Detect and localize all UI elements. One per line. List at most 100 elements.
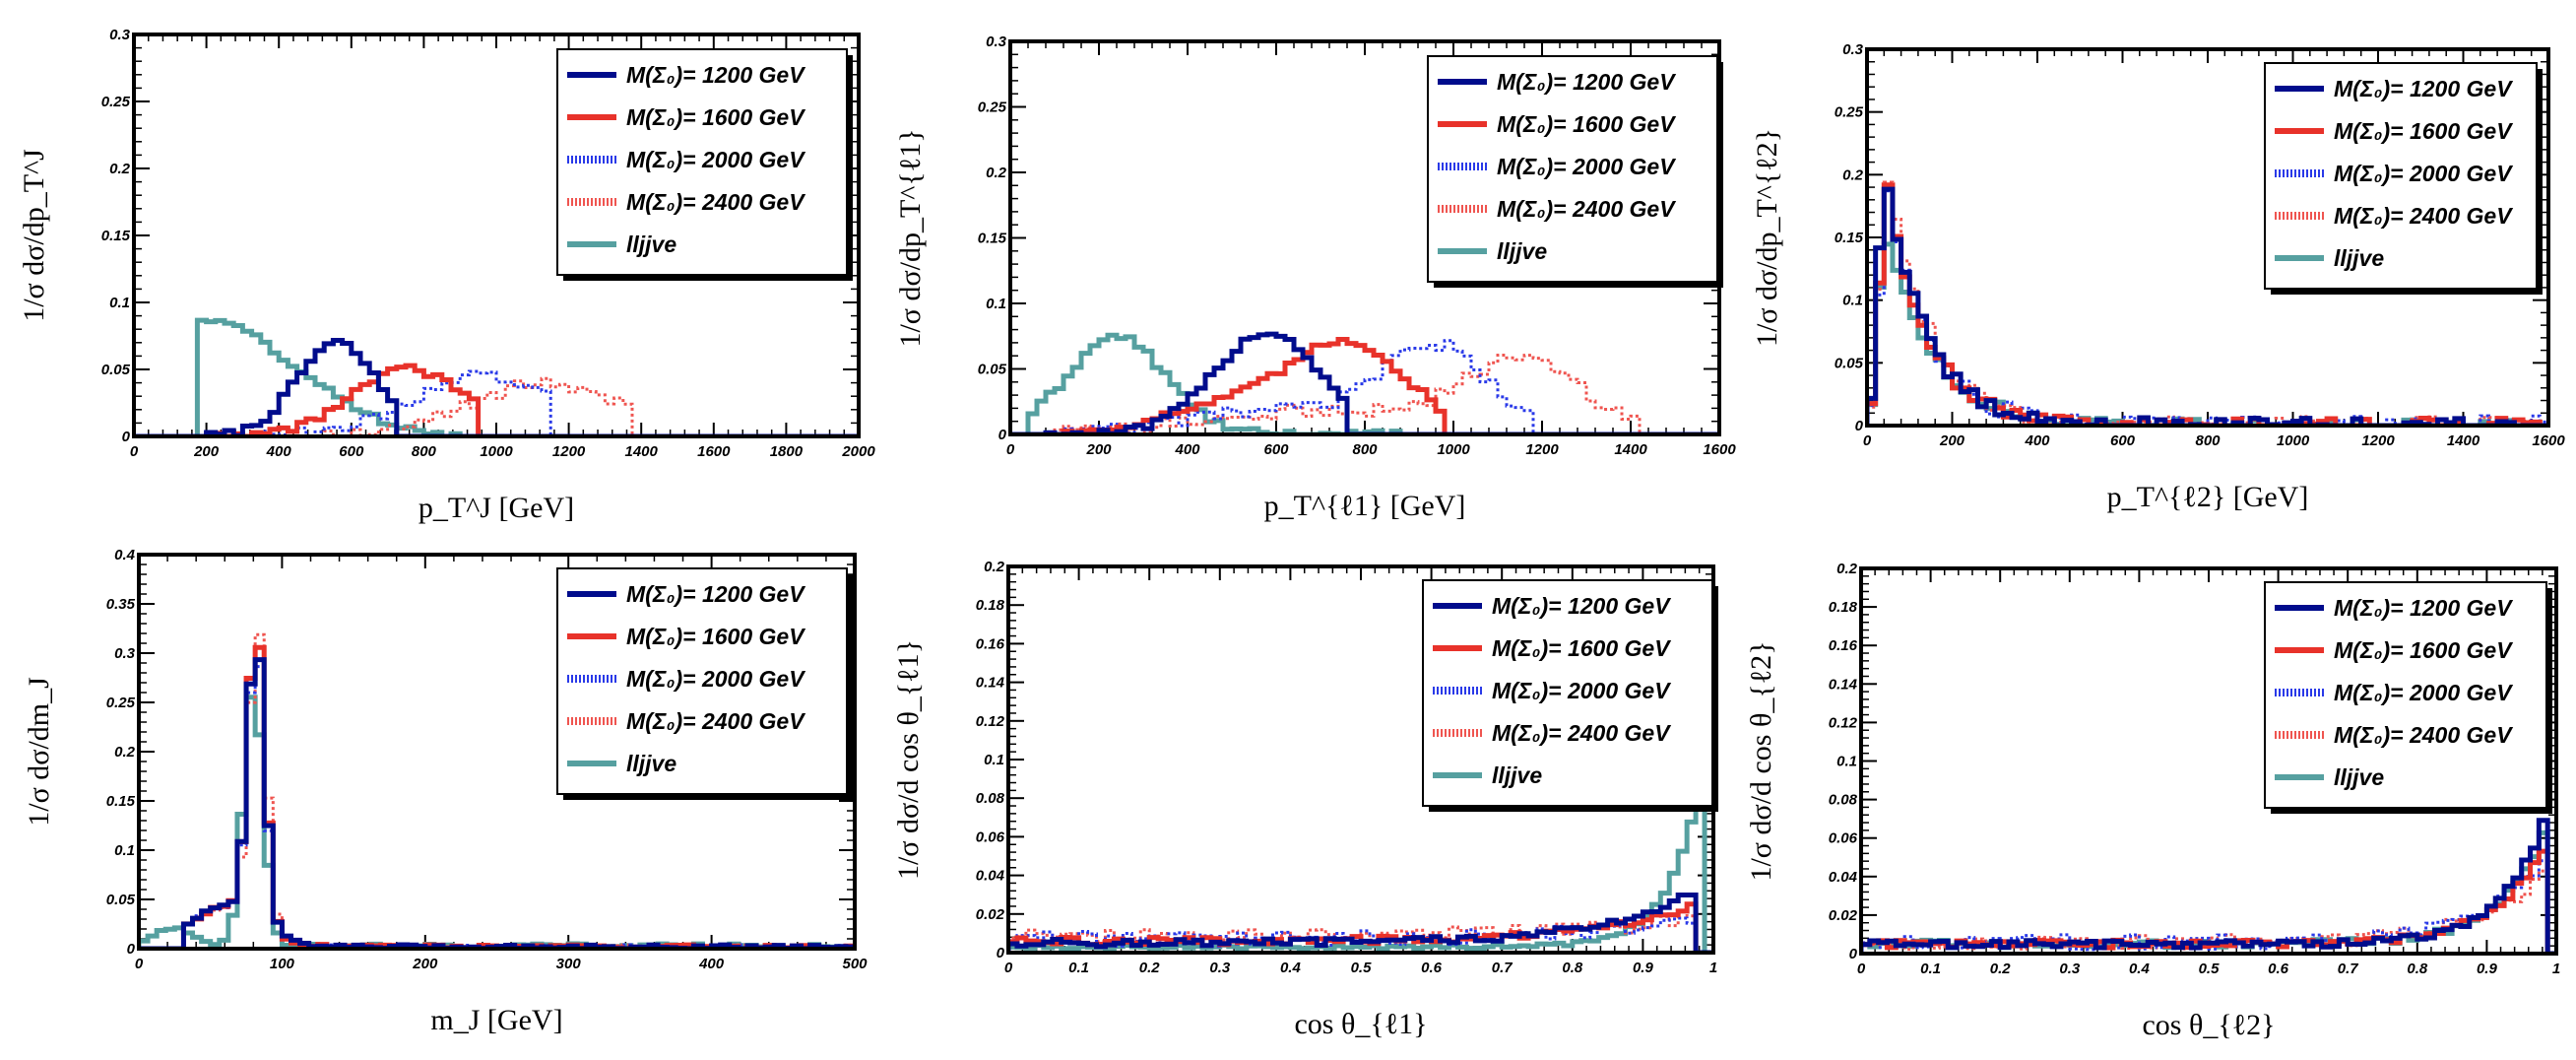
y-tick-label: 0.15: [978, 231, 1007, 247]
x-tick-label: 200: [412, 956, 438, 972]
legend-label-bkg: lljjve: [626, 751, 676, 776]
x-tick-label: 2000: [841, 443, 875, 460]
x-tick-label: 1600: [2532, 432, 2565, 449]
y-tick-label: 0: [122, 429, 131, 445]
y-tick-label: 0.25: [1835, 104, 1864, 121]
x-axis-title: p_T^{ℓ1} [GeV]: [1264, 490, 1466, 522]
y-tick-label: 0.12: [1829, 714, 1858, 731]
x-tick-label: 1200: [552, 443, 586, 460]
y-tick-label: 0.1: [1836, 754, 1857, 770]
legend-label-bkg: lljjve: [1492, 762, 1542, 788]
series-group: [1861, 818, 2556, 954]
legend-label-m2000: M(Σ₀)= 2000 GeV: [2334, 680, 2513, 705]
y-tick-label: 0.3: [986, 33, 1007, 50]
x-tick-label: 1000: [480, 443, 513, 460]
legend-label-m1200: M(Σ₀)= 1200 GeV: [626, 62, 805, 88]
x-tick-label: 1: [1709, 960, 1717, 976]
y-tick-label: 0.05: [101, 362, 131, 378]
series-group: [1008, 779, 1713, 953]
legend-label-bkg: lljjve: [2334, 245, 2384, 271]
y-tick-label: 0.15: [106, 793, 136, 810]
series-m1600-histogram: [1867, 182, 2548, 426]
legend-label-m1600: M(Σ₀)= 1600 GeV: [2334, 118, 2513, 144]
x-tick-label: 0.4: [1280, 960, 1302, 976]
y-tick-label: 0.2: [984, 559, 1005, 575]
legend-label-m2000: M(Σ₀)= 2000 GeV: [626, 147, 805, 172]
series-m1200-histogram: [1867, 186, 2548, 426]
x-tick-label: 600: [1263, 441, 1289, 458]
x-tick-label: 1400: [625, 443, 659, 460]
y-tick-label: 0: [997, 945, 1005, 961]
legend-label-m1600: M(Σ₀)= 1600 GeV: [626, 624, 805, 649]
y-tick-label: 0.14: [976, 675, 1005, 692]
y-tick-label: 0.15: [101, 228, 131, 244]
y-tick-label: 0.06: [976, 828, 1005, 845]
x-tick-label: 800: [1352, 441, 1378, 458]
x-tick-label: 0.9: [2477, 961, 2498, 977]
y-tick-label: 0.1: [986, 296, 1006, 312]
y-tick-label: 0.16: [976, 635, 1005, 652]
x-tick-label: 800: [2195, 432, 2221, 449]
legend-label-bkg: lljjve: [626, 232, 676, 257]
y-axis-title: 1/σ dσ/dm_J: [23, 677, 55, 827]
x-axis-title: m_J [GeV]: [430, 1004, 562, 1036]
legend-label-bkg: lljjve: [2334, 764, 2384, 790]
y-tick-label: 0.14: [1829, 676, 1858, 693]
y-tick-label: 0.2: [114, 744, 136, 761]
x-tick-label: 0: [1006, 441, 1015, 458]
y-tick-label: 0.1: [114, 842, 135, 859]
y-tick-label: 0.12: [976, 713, 1005, 730]
legend-label-m2400: M(Σ₀)= 2400 GeV: [2334, 722, 2513, 748]
y-tick-label: 0.35: [106, 596, 136, 613]
plot-frame: [137, 553, 857, 951]
x-tick-label: 0.8: [1562, 960, 1583, 976]
y-axis-title: 1/σ dσ/d cos θ_{ℓ1}: [892, 639, 925, 880]
y-axis-title: 1/σ dσ/d cos θ_{ℓ2}: [1745, 640, 1777, 881]
x-tick-label: 100: [270, 956, 295, 972]
panel-ptJ: 0 200 400 600 800 1000 1200 1400 1600 1800 2000 0 0.…: [18, 27, 875, 524]
x-tick-label: 0: [130, 443, 139, 460]
y-tick-label: 0.4: [114, 547, 136, 563]
panel-ptl2: 0 200 400 600 800 1000 1200 1400 1600 0 0.05 0.1 0.1…: [1751, 41, 2565, 513]
x-tick-label: 0.2: [1990, 961, 2012, 977]
x-tick-label: 0.1: [1920, 961, 1941, 977]
legend-label-m1600: M(Σ₀)= 1600 GeV: [626, 104, 805, 130]
y-tick-label: 0.05: [978, 362, 1007, 378]
y-tick-label: 0.25: [101, 94, 131, 110]
x-tick-label: 1200: [2361, 432, 2395, 449]
x-tick-label: 300: [556, 956, 582, 972]
x-tick-label: 600: [2110, 432, 2136, 449]
x-axis-title: p_T^J [GeV]: [419, 492, 574, 524]
x-tick-label: 1600: [1703, 441, 1736, 458]
y-tick-label: 0.16: [1829, 637, 1858, 654]
y-tick-label: 0.04: [1829, 869, 1858, 886]
x-tick-label: 1: [2552, 961, 2560, 977]
legend-box: [1427, 55, 1718, 283]
plot-frame: [1865, 47, 2550, 428]
y-tick-label: 0.3: [1842, 41, 1864, 58]
legend-label-m1200: M(Σ₀)= 1200 GeV: [1492, 593, 1671, 619]
x-tick-label: 400: [266, 443, 292, 460]
series-m1200-histogram: [1008, 892, 1713, 953]
series-m1600-histogram: [1861, 848, 2556, 954]
series-m1200-histogram: [1861, 818, 2556, 954]
series-m1200-histogram: [134, 338, 859, 436]
y-tick-label: 0.2: [986, 165, 1007, 181]
x-tick-label: 500: [842, 956, 868, 972]
y-tick-label: 0: [127, 941, 136, 958]
x-tick-label: 0.5: [1351, 960, 1373, 976]
legend-label-m1600: M(Σ₀)= 1600 GeV: [2334, 637, 2513, 663]
legend-label-m1600: M(Σ₀)= 1600 GeV: [1492, 635, 1671, 661]
x-tick-label: 600: [339, 443, 364, 460]
x-tick-label: 0.8: [2407, 961, 2428, 977]
y-tick-label: 0.08: [976, 790, 1005, 807]
y-tick-label: 0.02: [976, 906, 1005, 923]
x-tick-label: 0.3: [1209, 960, 1231, 976]
legend-label-m2400: M(Σ₀)= 2400 GeV: [1492, 720, 1671, 746]
series-m2000-histogram: [134, 369, 859, 436]
x-tick-label: 0.3: [2059, 961, 2081, 977]
legend-label-m2400: M(Σ₀)= 2400 GeV: [1497, 196, 1676, 222]
x-tick-label: 400: [2024, 432, 2050, 449]
x-tick-label: 200: [1085, 441, 1112, 458]
y-tick-label: 0: [998, 427, 1007, 443]
